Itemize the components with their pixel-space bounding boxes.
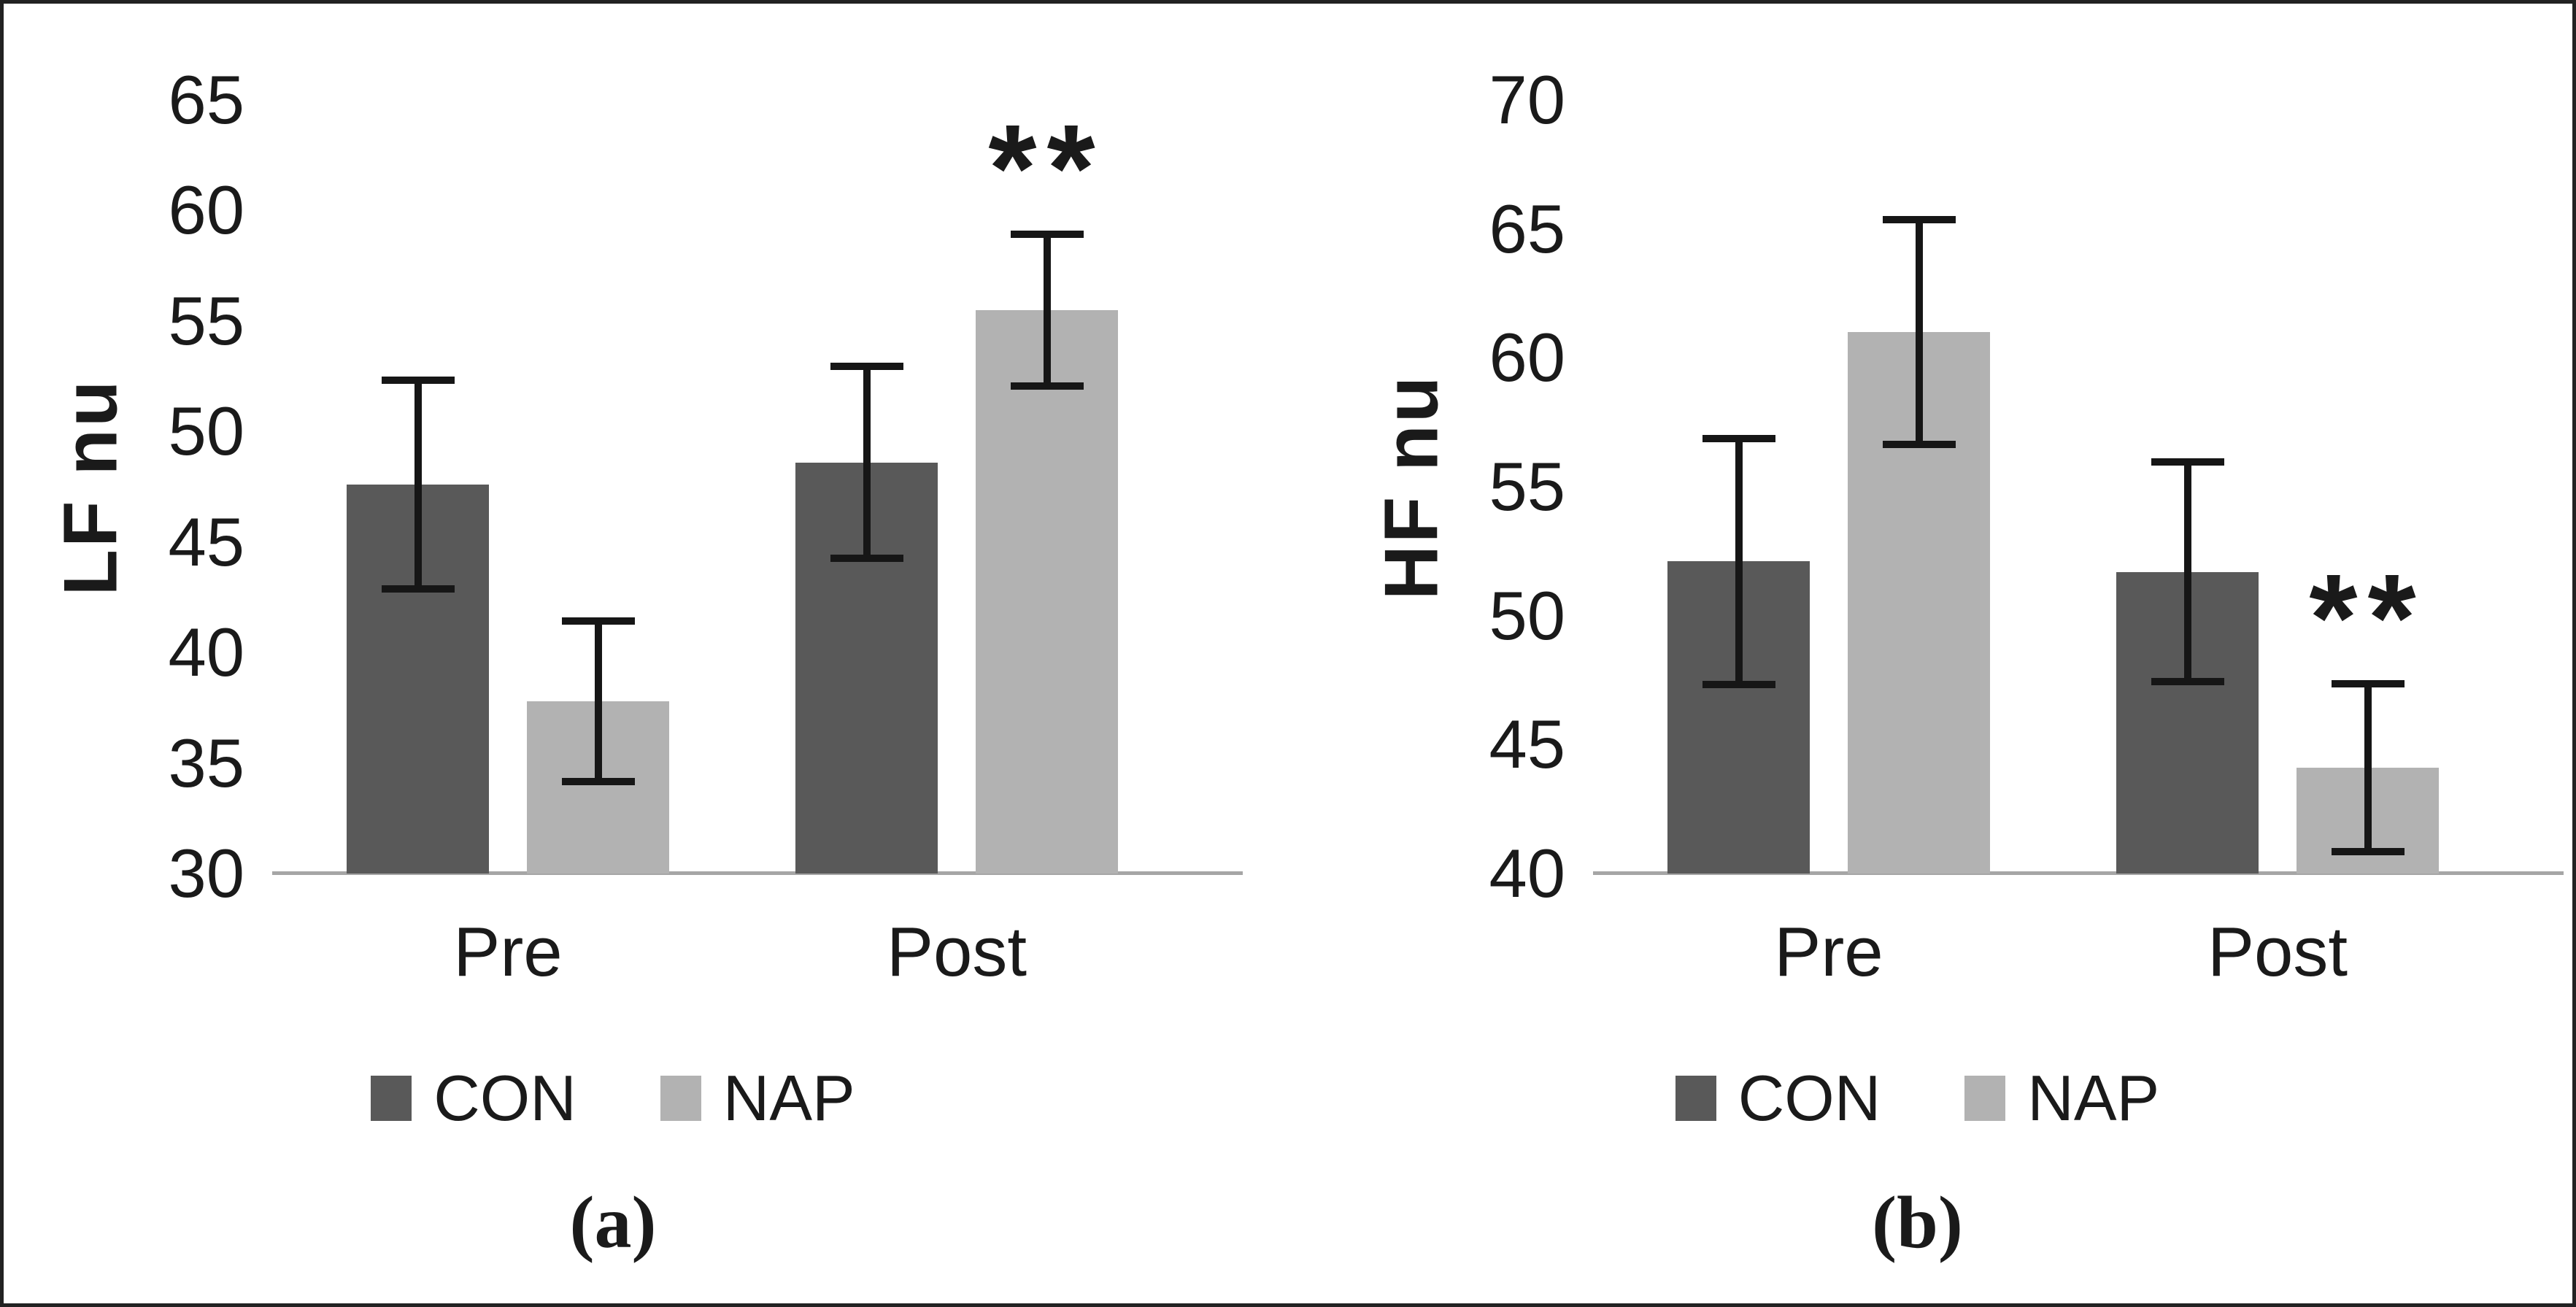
y-tick-label: 65: [1489, 190, 1565, 267]
error-bar-cap-bottom: [2331, 848, 2405, 856]
y-tick-label: 70: [1489, 61, 1565, 138]
x-category-label-post: Post: [886, 913, 1027, 991]
panel-caption-a: (a): [569, 1181, 657, 1264]
legend-item-con: CON: [371, 1061, 576, 1136]
error-bar-stem: [1043, 230, 1051, 390]
legend: CON NAP: [4, 1055, 1222, 1142]
error-bar-post-nap: [1010, 230, 1084, 390]
x-category-label-pre: Pre: [453, 913, 563, 991]
error-bar-stem: [2183, 458, 2191, 686]
error-bar-cap-bottom: [1702, 680, 1775, 688]
error-bar-pre-nap: [561, 617, 635, 785]
x-axis-line: [272, 871, 1243, 875]
error-bar-cap-bottom: [561, 777, 635, 785]
chart-panel-a: LF nu 65 60 55 50 45 40 35 30 ** Pre Post CON NAP (a): [4, 4, 1292, 1303]
y-tick-label: 45: [1489, 706, 1565, 783]
y-tick-label: 50: [168, 393, 244, 470]
error-bar-cap-bottom: [830, 554, 903, 562]
panel-caption-b: (b): [1872, 1181, 1963, 1264]
y-tick-label: 40: [168, 614, 244, 691]
error-bar-cap-bottom: [2151, 678, 2224, 686]
error-bar-stem: [863, 363, 871, 562]
error-bar-post-con: [2151, 458, 2224, 686]
significance-marker: **: [988, 99, 1106, 238]
legend-item-con: CON: [1675, 1061, 1881, 1136]
plot-area: **: [1593, 100, 2564, 875]
y-axis-tick-labels: 65 60 55 50 45 40 35 30: [40, 61, 244, 911]
legend-label-con: CON: [1738, 1062, 1881, 1134]
y-tick-label: 55: [168, 282, 244, 359]
error-bar-pre-con: [381, 376, 455, 593]
significance-marker: **: [2309, 549, 2426, 687]
y-tick-label: 65: [168, 61, 244, 138]
y-tick-label: 60: [168, 171, 244, 249]
error-bar-stem: [1915, 216, 1923, 448]
legend-swatch-con: [1675, 1076, 1716, 1121]
bar-group-pre: [1667, 100, 1990, 874]
error-bar-cap-bottom: [381, 585, 455, 593]
y-tick-label: 45: [168, 503, 244, 580]
error-bar-cap-bottom: [1882, 441, 1956, 448]
x-category-label-pre: Pre: [1774, 913, 1883, 991]
legend-label-nap: NAP: [2027, 1062, 2160, 1134]
y-axis-tick-labels: 70 65 60 55 50 45 40: [1361, 61, 1565, 911]
legend-swatch-nap: [660, 1076, 701, 1121]
legend: CON NAP: [1292, 1055, 2543, 1142]
error-bar-stem: [594, 617, 602, 785]
legend-swatch-con: [371, 1076, 412, 1121]
legend-item-nap: NAP: [1964, 1061, 2159, 1136]
legend-swatch-nap: [1964, 1076, 2006, 1121]
y-tick-label: 40: [1489, 835, 1565, 911]
bar-post-nap: [976, 309, 1118, 874]
error-bar-cap-bottom: [1010, 382, 1084, 390]
error-bar-stem: [2364, 680, 2372, 856]
y-tick-label: 55: [1489, 448, 1565, 525]
legend-item-nap: NAP: [660, 1061, 855, 1136]
legend-label-con: CON: [433, 1062, 576, 1134]
chart-panel-b: HF nu 70 65 60 55 50 45 40 ** Pre Post CON NAP (b): [1292, 4, 2572, 1303]
error-bar-post-con: [830, 363, 903, 562]
plot-area: **: [272, 99, 1243, 875]
y-tick-label: 35: [168, 724, 244, 801]
error-bar-pre-con: [1702, 435, 1775, 688]
x-axis-line: [1593, 871, 2564, 875]
legend-label-nap: NAP: [722, 1062, 855, 1134]
y-tick-label: 30: [168, 835, 244, 911]
error-bar-post-nap: [2331, 680, 2405, 856]
error-bar-pre-nap: [1882, 216, 1956, 448]
bar-group-pre: [347, 100, 669, 874]
bar-group-post: [795, 100, 1118, 874]
y-tick-label: 50: [1489, 577, 1565, 654]
y-tick-label: 60: [1489, 319, 1565, 396]
error-bar-stem: [414, 376, 422, 593]
bar-group-post: [2116, 100, 2439, 874]
error-bar-stem: [1735, 435, 1743, 688]
x-category-label-post: Post: [2207, 913, 2348, 991]
